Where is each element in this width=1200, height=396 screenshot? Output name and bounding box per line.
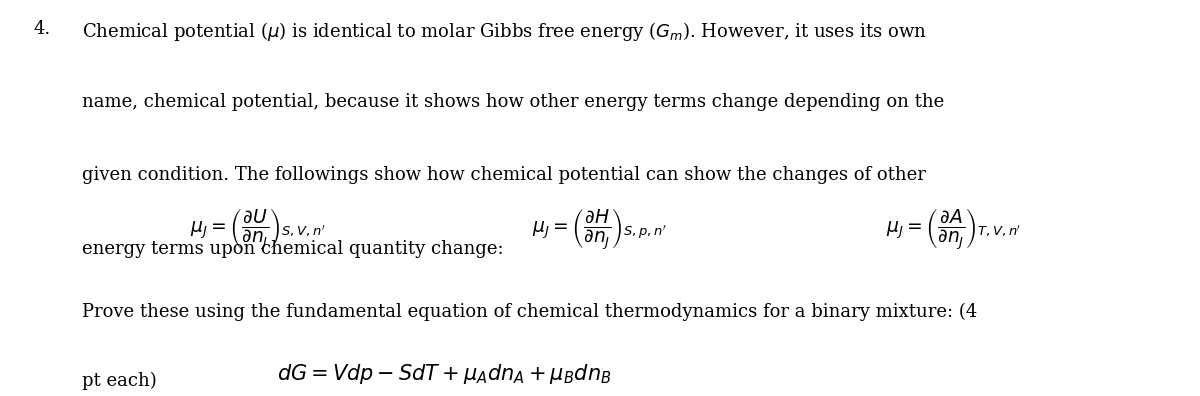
Text: energy terms upon chemical quantity change:: energy terms upon chemical quantity chan… [82,240,503,257]
Text: $\mu_J = \left(\dfrac{\partial U}{\partial n_J}\right)_{S,V,n'}$: $\mu_J = \left(\dfrac{\partial U}{\parti… [190,207,326,252]
Text: given condition. The followings show how chemical potential can show the changes: given condition. The followings show how… [82,166,925,184]
Text: $\mu_J = \left(\dfrac{\partial A}{\partial n_J}\right)_{T,V,n'}$: $\mu_J = \left(\dfrac{\partial A}{\parti… [887,207,1021,252]
Text: pt each): pt each) [82,372,156,390]
Text: $\mu_J = \left(\dfrac{\partial H}{\partial n_J}\right)_{S,p,n'}$: $\mu_J = \left(\dfrac{\partial H}{\parti… [533,207,667,252]
Text: Chemical potential ($\mu$) is identical to molar Gibbs free energy ($G_m$). Howe: Chemical potential ($\mu$) is identical … [82,20,926,43]
Text: name, chemical potential, because it shows how other energy terms change dependi: name, chemical potential, because it sho… [82,93,944,111]
Text: $dG = Vdp - SdT + \mu_A dn_A + \mu_B dn_B$: $dG = Vdp - SdT + \mu_A dn_A + \mu_B dn_… [277,362,611,386]
Text: 4.: 4. [34,20,50,38]
Text: Prove these using the fundamental equation of chemical thermodynamics for a bina: Prove these using the fundamental equati… [82,303,977,321]
